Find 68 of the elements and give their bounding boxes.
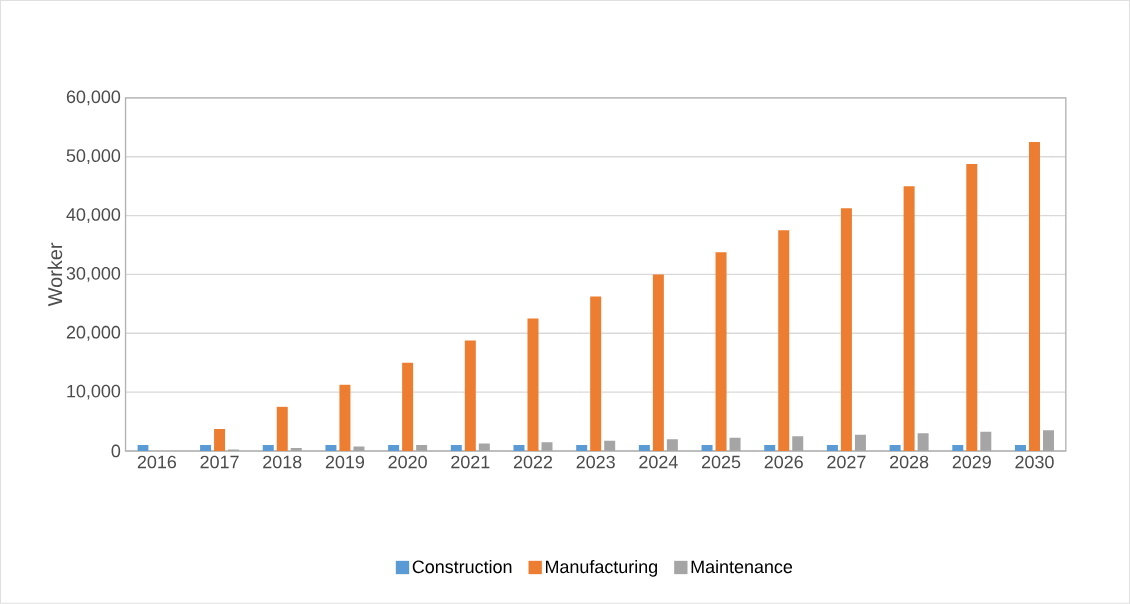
bar — [200, 445, 212, 452]
x-tick-label: 2019 — [325, 455, 365, 469]
bar — [416, 445, 428, 452]
bar — [137, 445, 149, 452]
x-tick-label: 2026 — [764, 455, 803, 469]
bar — [966, 164, 978, 452]
x-tick-label: 2016 — [137, 455, 177, 469]
x-tick-label: 2025 — [701, 455, 741, 469]
bar — [464, 340, 476, 452]
bar — [214, 428, 226, 452]
x-tick-label: 2018 — [263, 455, 302, 469]
legend-label: Manufacturing — [545, 560, 657, 577]
x-tick-label: 2023 — [576, 455, 615, 469]
x-tick-label: 2021 — [451, 455, 490, 469]
bar — [262, 445, 274, 452]
bar — [450, 445, 462, 452]
bar — [792, 436, 804, 452]
x-tick-label: 2029 — [952, 455, 991, 469]
bar — [527, 318, 539, 452]
bar — [1028, 142, 1040, 452]
bar — [402, 362, 414, 452]
bar — [1014, 445, 1026, 452]
bar — [854, 434, 866, 452]
bar — [290, 448, 302, 452]
bar — [826, 445, 838, 452]
bar — [1042, 430, 1054, 452]
bar — [903, 186, 915, 452]
y-tick-label: 10,000 — [67, 384, 121, 400]
bar — [764, 445, 776, 452]
bar — [604, 440, 616, 452]
y-tick-label: 30,000 — [66, 267, 121, 282]
bar — [353, 446, 365, 452]
bar — [840, 208, 852, 452]
bar — [513, 445, 525, 452]
bar — [952, 445, 964, 452]
y-axis-title: Worker — [47, 242, 63, 307]
bar — [638, 445, 650, 452]
y-tick-label: 20,000 — [66, 325, 121, 341]
bar — [701, 445, 713, 452]
bar — [715, 252, 727, 452]
bar — [276, 406, 288, 452]
bar — [778, 230, 790, 452]
y-tick-label: 50,000 — [66, 149, 121, 165]
bar — [339, 384, 351, 452]
bar — [478, 443, 490, 452]
x-tick-label: 2028 — [890, 455, 929, 469]
bar — [388, 445, 400, 452]
x-tick-label: 2027 — [827, 455, 866, 469]
bar — [980, 431, 992, 452]
y-tick-label: 40,000 — [66, 208, 121, 224]
y-tick-label: 0 — [111, 444, 121, 458]
bar — [541, 442, 553, 452]
bar — [576, 445, 588, 452]
legend-label: Construction — [412, 560, 512, 574]
y-tick-label: 60,000 — [66, 90, 121, 106]
x-tick-label: 2020 — [388, 455, 427, 469]
bar — [652, 274, 664, 452]
x-tick-label: 2017 — [200, 455, 239, 469]
bar — [889, 445, 901, 452]
bar — [325, 445, 337, 452]
bar — [729, 437, 741, 452]
x-tick-label: 2030 — [1015, 455, 1054, 469]
legend-label: Maintenance — [691, 560, 793, 574]
x-tick-label: 2022 — [513, 455, 553, 469]
bar — [917, 433, 929, 452]
bar — [666, 439, 678, 452]
bar — [590, 296, 602, 452]
x-tick-label: 2024 — [639, 455, 678, 469]
